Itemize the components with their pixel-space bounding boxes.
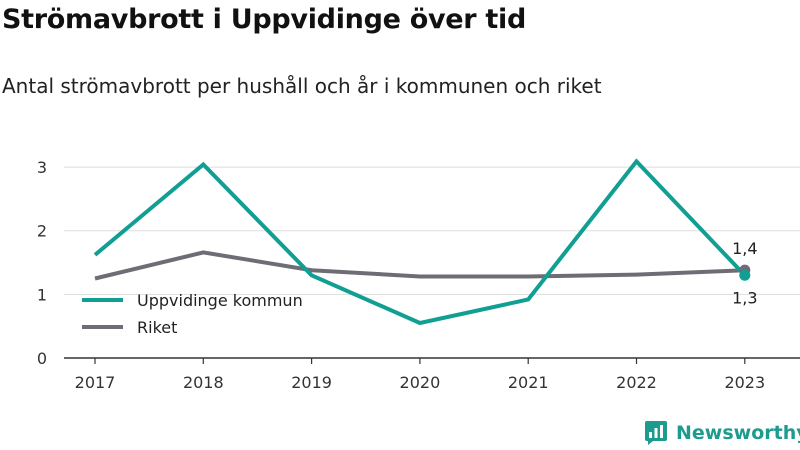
y-tick-label: 2 — [37, 222, 47, 241]
end-label-riket: 1,4 — [732, 239, 757, 258]
end-label-uppvidinge: 1,3 — [732, 288, 757, 307]
x-tick-label: 2023 — [724, 373, 765, 392]
y-tick-label: 0 — [37, 349, 47, 368]
grid-lines — [64, 166, 800, 295]
y-tick-label: 3 — [37, 158, 47, 177]
legend-label: Riket — [137, 318, 177, 337]
data-labels: 1,4 1,3 — [732, 239, 757, 307]
chart-subtitle: Antal strömavbrott per hushåll och år i … — [2, 74, 602, 98]
end-point-uppvidinge — [739, 269, 751, 281]
x-tick-label: 2021 — [508, 373, 549, 392]
x-tick-label: 2020 — [400, 373, 441, 392]
axes: 0 1 2 3 2017 2018 2019 2020 2021 2022 2023 — [37, 158, 800, 392]
brand-name: Newsworthy — [676, 422, 800, 444]
series-line-uppvidinge — [93, 158, 747, 326]
x-tick-label: 2022 — [616, 373, 657, 392]
brand: Newsworthy — [644, 418, 800, 448]
series-line-riket — [94, 250, 745, 281]
chart-title: Strömavbrott i Uppvidinge över tid — [2, 4, 526, 35]
y-tick-label: 1 — [37, 285, 47, 304]
legend: Uppvidinge kommun Riket — [82, 291, 303, 337]
newsworthy-logo-icon — [645, 421, 667, 445]
x-tick-label: 2017 — [75, 373, 116, 392]
series-lines — [93, 158, 751, 326]
x-tick-label: 2018 — [183, 373, 224, 392]
legend-label: Uppvidinge kommun — [137, 291, 303, 310]
x-tick-label: 2019 — [291, 373, 332, 392]
